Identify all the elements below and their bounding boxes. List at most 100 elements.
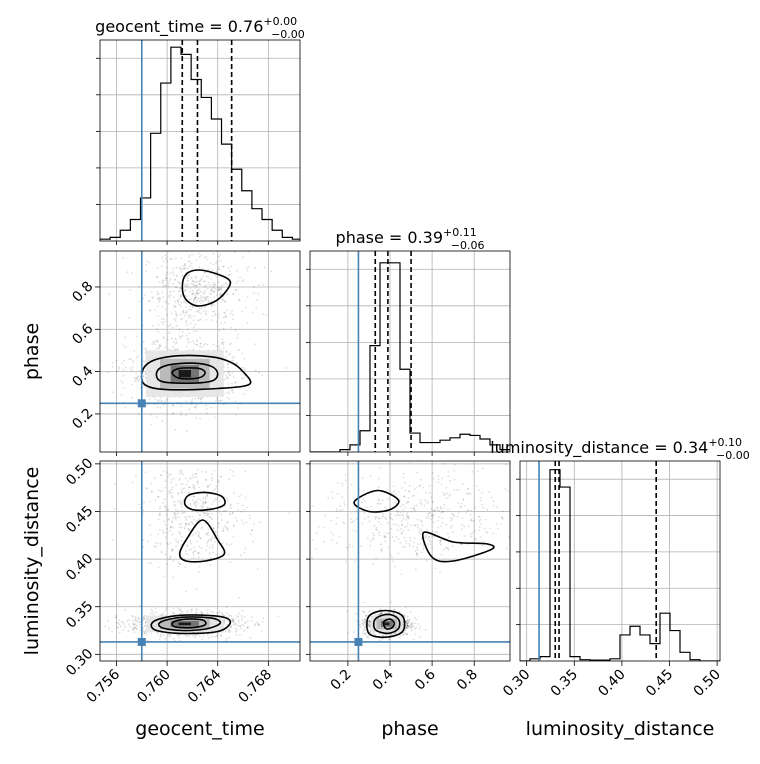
sample-point — [195, 284, 198, 287]
sample-point — [124, 626, 127, 628]
sample-point — [481, 492, 484, 494]
sample-point — [335, 510, 338, 512]
sample-point — [197, 552, 200, 554]
hist-panel-phase: phase = 0.39+0.11 −0.06 — [306, 226, 511, 453]
sample-point — [179, 639, 182, 642]
sample-point — [142, 340, 145, 343]
sample-point — [164, 285, 167, 287]
sample-point — [151, 610, 154, 613]
panel-title-text: geocent_time = 0.76+0.00 −0.00 — [95, 15, 305, 41]
histogram-bar — [252, 209, 262, 241]
sample-point — [157, 518, 160, 521]
sample-point — [201, 346, 204, 349]
sample-point — [246, 626, 249, 629]
sample-point — [211, 291, 214, 294]
y-tick-label: 0.4 — [69, 363, 96, 390]
contour-line — [181, 269, 232, 307]
sample-point — [243, 369, 246, 372]
sample-point — [226, 309, 229, 312]
sample-point — [195, 510, 197, 513]
sample-point — [257, 622, 259, 625]
sample-point — [411, 624, 414, 627]
sample-point — [412, 625, 415, 628]
sample-point — [225, 316, 227, 319]
sample-point — [218, 480, 221, 483]
sample-point — [265, 313, 268, 316]
sample-point — [132, 623, 135, 626]
sample-point — [241, 504, 244, 507]
sample-point — [218, 313, 221, 316]
sample-point — [406, 620, 409, 622]
density-cell — [178, 622, 192, 626]
sample-point — [343, 522, 346, 525]
sample-point — [192, 330, 195, 333]
sample-point — [159, 345, 162, 347]
sample-point — [243, 357, 246, 360]
sample-point — [478, 520, 481, 523]
sample-point — [213, 285, 216, 288]
sample-point — [201, 526, 203, 529]
sample-point — [184, 262, 187, 265]
sample-point — [420, 503, 423, 505]
sample-point — [224, 525, 226, 528]
sample-point — [230, 503, 232, 506]
sample-point — [181, 512, 184, 514]
sample-point — [427, 543, 430, 546]
sample-point — [195, 473, 198, 475]
sample-point — [216, 286, 219, 289]
sample-point — [167, 476, 170, 478]
sample-point — [124, 336, 126, 339]
sample-point — [360, 625, 362, 628]
sample-point — [178, 609, 181, 612]
sample-point — [205, 478, 207, 481]
sample-point — [177, 300, 180, 303]
sample-point — [216, 398, 219, 400]
sample-point — [185, 295, 188, 298]
sample-point — [169, 492, 172, 495]
sample-point — [108, 293, 111, 295]
sample-point — [365, 506, 368, 509]
sample-point — [130, 358, 133, 361]
sample-point — [229, 504, 232, 507]
sample-point — [128, 358, 131, 360]
sample-point — [224, 243, 226, 245]
sample-point — [216, 320, 218, 323]
sample-point — [200, 254, 203, 257]
sample-point — [172, 637, 175, 640]
scatter-panel-phase__luminosity_distance — [309, 460, 511, 662]
sample-point — [164, 300, 167, 303]
sample-point — [240, 614, 243, 617]
sample-point — [136, 376, 139, 379]
sample-point — [171, 520, 173, 523]
sample-point — [395, 493, 397, 496]
sample-point — [262, 313, 265, 315]
sample-point — [351, 521, 354, 523]
sample-point — [192, 293, 195, 296]
sample-point — [440, 553, 443, 556]
sample-point — [211, 310, 214, 313]
sample-point — [192, 319, 195, 322]
sample-point — [194, 397, 196, 400]
sample-point — [381, 611, 383, 614]
sample-point — [367, 624, 369, 626]
sample-point — [406, 621, 408, 624]
sample-point — [194, 532, 197, 535]
sample-point — [198, 635, 201, 638]
sample-point — [508, 535, 510, 538]
sample-point — [429, 512, 431, 514]
sample-point — [251, 311, 254, 314]
sample-point — [211, 477, 213, 479]
sample-point — [416, 485, 419, 488]
sample-point — [204, 404, 207, 407]
sample-point — [460, 543, 463, 546]
sample-point — [189, 305, 192, 308]
sample-point — [389, 554, 392, 557]
sample-point — [387, 638, 390, 641]
sample-point — [419, 636, 422, 638]
sample-point — [397, 552, 400, 555]
sample-point — [122, 374, 125, 377]
sample-point — [166, 260, 169, 263]
sample-point — [156, 406, 159, 409]
sample-point — [387, 532, 390, 535]
sample-point — [153, 545, 156, 548]
